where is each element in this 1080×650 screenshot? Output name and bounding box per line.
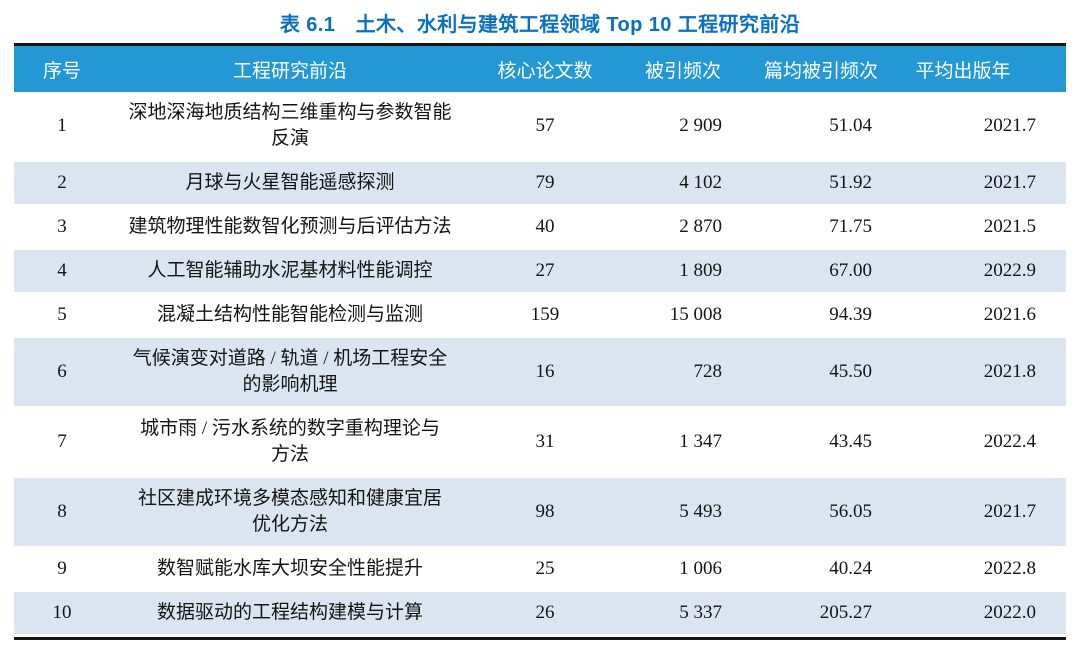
cell-citations: 2 909 — [679, 115, 722, 136]
table-row: 5 混凝土结构性能智能检测与监测 159 15 008 94.39 2021.6 — [14, 292, 1066, 336]
table-header-row: 序号 工程研究前沿 核心论文数 被引频次 篇均被引频次 平均出版年 — [14, 46, 1066, 92]
cell-citations: 5 337 — [679, 602, 722, 623]
table-row: 1 深地深海地质结构三维重构与参数智能 反演 57 2 909 51.04 20… — [14, 92, 1066, 160]
column-header-core-papers: 核心论文数 — [497, 60, 593, 82]
cell-core-papers: 98 — [535, 501, 555, 522]
cell-no: 5 — [57, 304, 67, 325]
cell-mean-year: 2021.6 — [983, 304, 1036, 325]
table-row: 9 数智赋能水库大坝安全性能提升 25 1 006 40.24 2022.8 — [14, 546, 1066, 590]
cell-front: 数智赋能水库大坝安全性能提升 — [156, 558, 423, 579]
cell-core-papers: 25 — [535, 558, 555, 579]
cell-citations: 728 — [693, 361, 723, 382]
table-row: 10 数据驱动的工程结构建模与计算 26 5 337 205.27 2022.0 — [14, 590, 1066, 634]
cell-front: 建筑物理性能数智化预测与后评估方法 — [128, 216, 452, 237]
cell-front: 城市雨 / 污水系统的数字重构理论与 方法 — [140, 418, 440, 465]
cell-core-papers: 40 — [535, 216, 555, 237]
cell-citations: 4 102 — [679, 172, 722, 193]
cell-citations: 1 347 — [679, 431, 722, 452]
cell-mean-year: 2021.7 — [983, 172, 1036, 193]
table-row: 6 气候演变对道路 / 轨道 / 机场工程安全 的影响机理 16 728 45.… — [14, 336, 1066, 406]
cell-core-papers: 27 — [535, 260, 555, 281]
table-row: 2 月球与火星智能遥感探测 79 4 102 51.92 2021.7 — [14, 160, 1066, 204]
cell-front: 数据驱动的工程结构建模与计算 — [156, 602, 423, 623]
column-header-front: 工程研究前沿 — [232, 60, 347, 82]
cell-no: 9 — [57, 558, 67, 579]
cell-no: 10 — [52, 602, 72, 623]
cell-citations: 1 006 — [679, 558, 722, 579]
cell-mean-year: 2022.9 — [983, 260, 1036, 281]
cell-mean-year: 2021.7 — [983, 115, 1036, 136]
cell-front: 社区建成环境多模态感知和健康宜居 优化方法 — [137, 488, 442, 535]
table-title: 表 6.1 土木、水利与建筑工程领域 Top 10 工程研究前沿 — [279, 14, 801, 36]
cell-core-papers: 26 — [535, 602, 555, 623]
cell-mean-year: 2022.0 — [983, 602, 1036, 623]
cell-no: 3 — [57, 216, 67, 237]
cell-citations: 1 809 — [679, 260, 722, 281]
column-header-no: 序号 — [42, 60, 81, 82]
cell-core-papers: 16 — [535, 361, 555, 382]
cell-no: 2 — [57, 172, 67, 193]
cell-no: 1 — [57, 115, 67, 136]
table-row: 3 建筑物理性能数智化预测与后评估方法 40 2 870 71.75 2021.… — [14, 204, 1066, 248]
cell-core-papers: 31 — [535, 431, 555, 452]
cell-mean-year: 2022.4 — [983, 431, 1036, 452]
cell-core-papers: 159 — [530, 304, 560, 325]
cell-citations-per-paper: 94.39 — [829, 304, 872, 325]
table-row: 4 人工智能辅助水泥基材料性能调控 27 1 809 67.00 2022.9 — [14, 248, 1066, 292]
cell-citations-per-paper: 45.50 — [829, 361, 872, 382]
cell-front: 人工智能辅助水泥基材料性能调控 — [147, 260, 433, 281]
cell-no: 4 — [57, 260, 67, 281]
cell-citations: 15 008 — [669, 304, 722, 325]
cell-mean-year: 2021.7 — [983, 501, 1036, 522]
cell-core-papers: 57 — [535, 115, 555, 136]
column-header-citations: 被引频次 — [644, 60, 721, 82]
cell-front: 深地深海地质结构三维重构与参数智能 反演 — [128, 102, 452, 149]
cell-citations: 5 493 — [679, 501, 722, 522]
cell-citations-per-paper: 51.92 — [829, 172, 872, 193]
research-fronts-table: 序号 工程研究前沿 核心论文数 被引频次 篇均被引频次 平均出版年 1 深地深海… — [14, 43, 1066, 640]
cell-no: 7 — [57, 431, 67, 452]
cell-front: 月球与火星智能遥感探测 — [185, 172, 395, 193]
cell-citations-per-paper: 43.45 — [829, 431, 872, 452]
cell-mean-year: 2021.5 — [983, 216, 1036, 237]
cell-no: 6 — [57, 361, 67, 382]
column-header-citations-per-paper: 篇均被引频次 — [763, 60, 878, 82]
cell-mean-year: 2021.8 — [983, 361, 1036, 382]
cell-citations: 2 870 — [679, 216, 722, 237]
cell-citations-per-paper: 67.00 — [829, 260, 872, 281]
cell-no: 8 — [57, 501, 67, 522]
table-row: 7 城市雨 / 污水系统的数字重构理论与 方法 31 1 347 43.45 2… — [14, 406, 1066, 476]
column-header-mean-year: 平均出版年 — [915, 60, 1011, 82]
cell-mean-year: 2022.8 — [983, 558, 1036, 579]
table-bottom-rule — [14, 637, 1066, 640]
cell-citations-per-paper: 56.05 — [829, 501, 872, 522]
cell-citations-per-paper: 51.04 — [829, 115, 872, 136]
cell-core-papers: 79 — [535, 172, 555, 193]
cell-citations-per-paper: 40.24 — [829, 558, 872, 579]
cell-front: 混凝土结构性能智能检测与监测 — [156, 304, 423, 325]
table-row: 8 社区建成环境多模态感知和健康宜居 优化方法 98 5 493 56.05 2… — [14, 476, 1066, 546]
cell-citations-per-paper: 71.75 — [829, 216, 872, 237]
cell-citations-per-paper: 205.27 — [819, 602, 872, 623]
cell-front: 气候演变对道路 / 轨道 / 机场工程安全 的影响机理 — [132, 348, 448, 395]
